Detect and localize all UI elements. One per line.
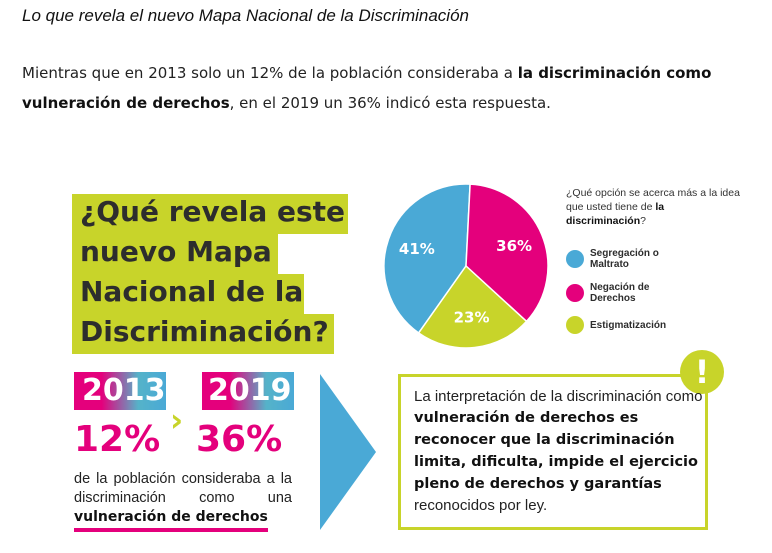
info-text: La interpretación de la discriminación c…: [414, 386, 704, 516]
pie-question-end: ?: [640, 215, 646, 227]
chevron-right-icon: ›: [170, 401, 184, 439]
infographic: ¿Qué revela este nuevo Mapa Nacional de …: [0, 134, 772, 553]
question-line: ¿Qué revela este: [80, 195, 346, 228]
pie-question-bold: la discriminación: [566, 201, 665, 227]
pie-chart: 41% 36% 23%: [383, 183, 549, 349]
question-highlight: [72, 274, 304, 314]
info-text-start: La interpretación de la discriminación c…: [414, 388, 703, 405]
info-text-bold: vulneración de derechos es reconocer que…: [414, 410, 698, 492]
percent-2019: 36%: [196, 419, 283, 460]
pie-slice-0: [383, 183, 471, 334]
legend-label: Negación de Derechos: [590, 282, 650, 304]
legend-item-negacion: Negación de Derechos: [566, 282, 670, 304]
info-text-end: reconocidos por ley.: [414, 497, 548, 514]
legend-item-segregacion: Segregación o Maltrato: [566, 248, 670, 270]
question-highlight: [72, 234, 278, 274]
pie-question: ¿Qué opción se acerca más a la idea que …: [566, 186, 746, 228]
question-line: Discriminación?: [80, 315, 329, 348]
lead-text: Mientras que en 2013 solo un 12% de la p…: [22, 64, 518, 82]
year-2013-box: [74, 372, 166, 410]
legend-dot-magenta: [566, 284, 584, 302]
question-highlight: [72, 314, 334, 354]
year-2019: 2019: [208, 373, 292, 408]
legend-label: Segregación o Maltrato: [590, 248, 659, 270]
pie-slice-1: [465, 183, 549, 323]
pie-slice-2: [417, 264, 528, 349]
question-line: Nacional de la: [80, 275, 304, 308]
pie-question-text: ¿Qué opción se acerca más a la idea que …: [566, 187, 740, 213]
article-lead: Mientras que en 2013 solo un 12% de la p…: [22, 58, 762, 118]
exclamation-icon: !: [680, 350, 724, 394]
legend-item-estigmatizacion: Estigmatización: [566, 316, 690, 334]
pie-label-1: 36%: [496, 237, 532, 255]
article-title: Lo que revela el nuevo Mapa Nacional de …: [22, 6, 469, 25]
year-2019-box: [202, 372, 294, 410]
lead-bold: la discriminación como vulneración de de…: [22, 64, 712, 112]
year-2013: 2013: [82, 373, 166, 408]
population-text-main: de la población consideraba a la discrim…: [74, 471, 292, 506]
population-text: de la población consideraba a la discrim…: [74, 470, 292, 532]
legend-dot-green: [566, 316, 584, 334]
pie-label-0: 41%: [399, 240, 435, 258]
percent-2013: 12%: [74, 419, 161, 460]
population-text-strong: vulneración de derechos: [74, 508, 268, 532]
legend-dot-blue: [566, 250, 584, 268]
question-highlight: [72, 194, 348, 234]
pie-label-2: 23%: [454, 309, 490, 327]
legend-label: Estigmatización: [590, 319, 667, 331]
question-line: nuevo Mapa: [80, 235, 272, 268]
lead-text-end: , en el 2019 un 36% indicó esta respuest…: [229, 94, 551, 112]
arrow-right-icon: [320, 374, 376, 530]
info-box: [398, 374, 708, 530]
